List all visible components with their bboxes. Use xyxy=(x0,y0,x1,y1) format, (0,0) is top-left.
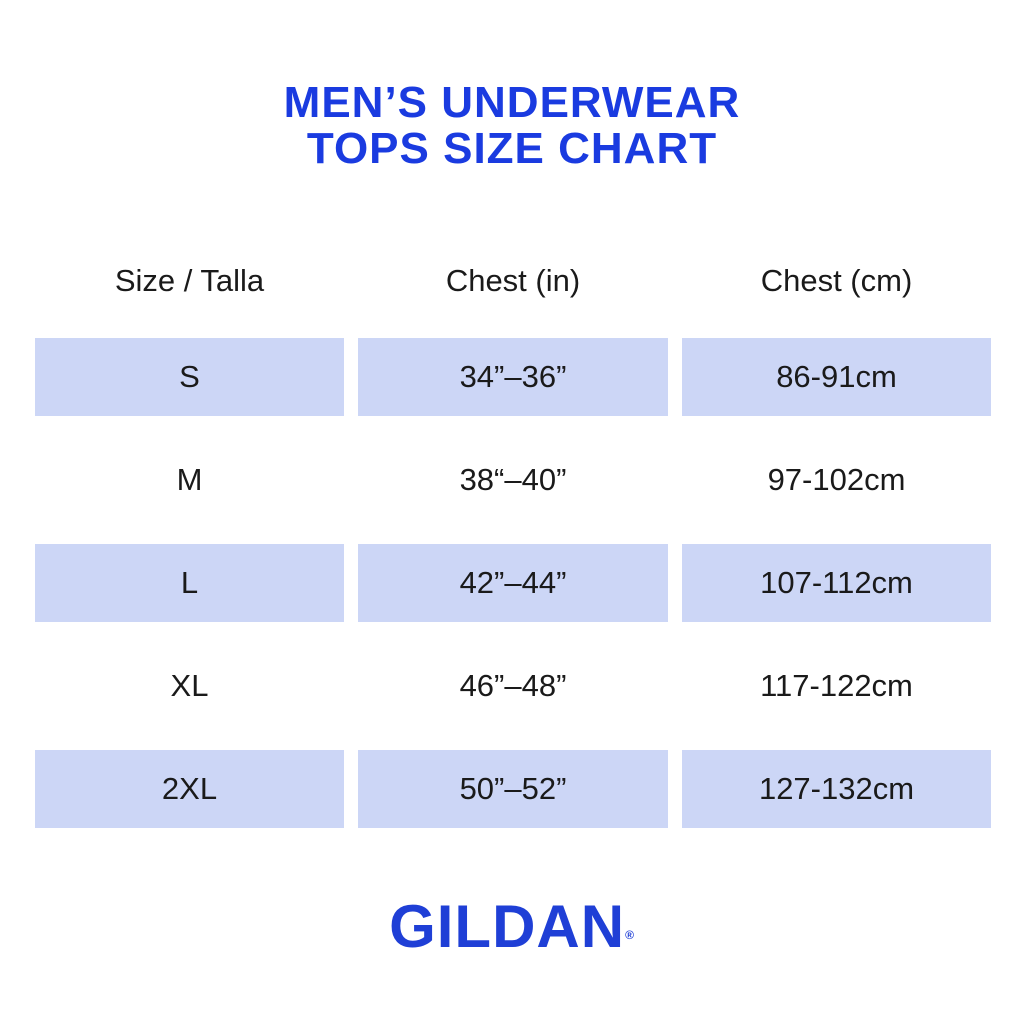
size-cell: L xyxy=(35,544,344,622)
size-cell: M xyxy=(176,462,203,497)
header-chest-cm: Chest (cm) xyxy=(760,263,913,298)
page-title: MEN’S UNDERWEAR TOPS SIZE CHART xyxy=(0,80,1024,172)
chest-cm-cell: 86-91cm xyxy=(682,338,991,416)
chest-cm-cell: 97-102cm xyxy=(767,462,906,497)
chest-in-cell: 46”–48” xyxy=(459,668,567,703)
header-size: Size / Talla xyxy=(114,263,265,298)
header-chest-in: Chest (in) xyxy=(445,263,581,298)
chest-in-cell: 34”–36” xyxy=(358,338,668,416)
title-line-1: MEN’S UNDERWEAR xyxy=(283,78,741,127)
size-cell: XL xyxy=(170,668,209,703)
chest-cm-cell: 107-112cm xyxy=(682,544,991,622)
chest-in-cell: 42”–44” xyxy=(358,544,668,622)
gildan-logo: GILDAN® xyxy=(0,892,1024,962)
registered-mark: ® xyxy=(625,928,635,942)
chest-in-cell: 50”–52” xyxy=(358,750,668,828)
title-line-2: TOPS SIZE CHART xyxy=(306,124,718,173)
chest-cm-cell: 117-122cm xyxy=(760,668,913,703)
size-cell: S xyxy=(35,338,344,416)
chest-cm-cell: 127-132cm xyxy=(682,750,991,828)
size-cell: 2XL xyxy=(35,750,344,828)
brand-name: GILDAN xyxy=(389,893,626,960)
chest-in-cell: 38“–40” xyxy=(459,462,567,497)
